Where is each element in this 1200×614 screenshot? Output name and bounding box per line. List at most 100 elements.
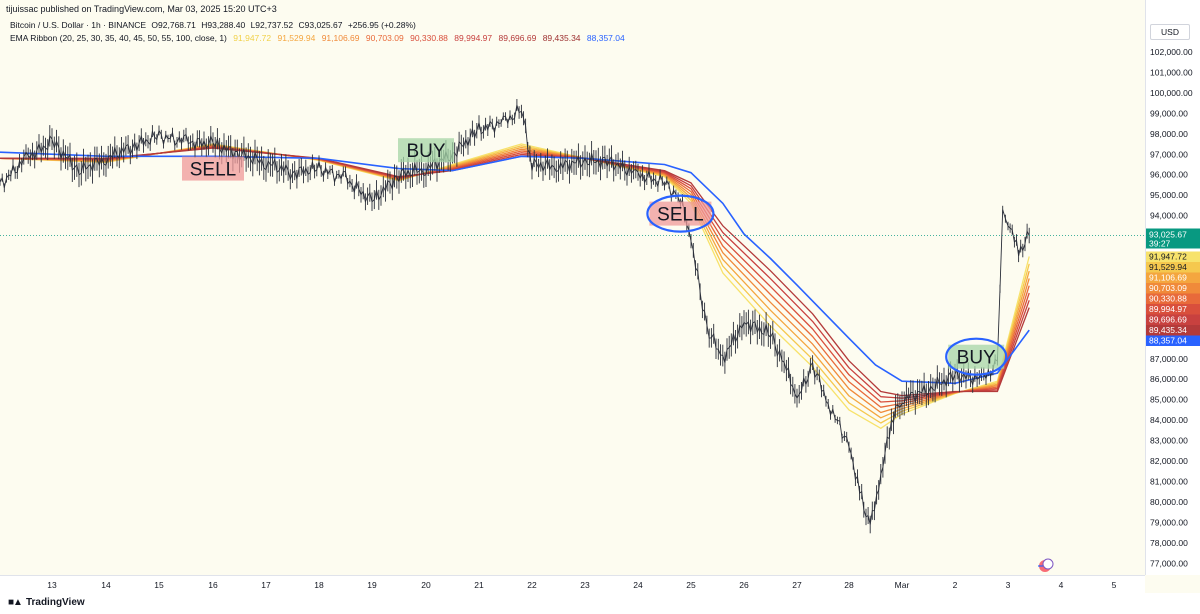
price-tick-label: 83,000.00 bbox=[1150, 436, 1188, 446]
time-tick-label: 28 bbox=[844, 580, 854, 590]
ema-badge-25 bbox=[1146, 262, 1200, 273]
footer: ■▲ TradingView bbox=[0, 593, 1200, 614]
ribbon-value-1: 91,529.94 bbox=[277, 33, 316, 43]
close-value: C93,025.67 bbox=[298, 20, 343, 30]
price-tick-label: 86,000.00 bbox=[1150, 374, 1188, 384]
ema-badge-40 bbox=[1146, 293, 1200, 304]
price-tick-label: 96,000.00 bbox=[1150, 170, 1188, 180]
time-tick-label: 17 bbox=[261, 580, 271, 590]
last-price-badge bbox=[1146, 228, 1200, 249]
ribbon-value-5: 89,994.97 bbox=[454, 33, 493, 43]
publisher-line: tijuissac published on TradingView.com, … bbox=[6, 4, 277, 14]
annotation-circle bbox=[646, 194, 715, 233]
ema-30-line bbox=[0, 144, 1030, 419]
price-tick-label: 80,000.00 bbox=[1150, 497, 1188, 507]
open-value: O92,768.71 bbox=[151, 20, 196, 30]
price-tick-label: 102,000.00 bbox=[1150, 47, 1193, 57]
ema-ribbon-legend: EMA Ribbon (20, 25, 30, 35, 40, 45, 50, … bbox=[10, 33, 629, 43]
annotation-sell-box bbox=[182, 156, 244, 181]
ema-badge-label-20: 91,947.72 bbox=[1149, 252, 1187, 262]
ema-badge-label-45: 89,994.97 bbox=[1149, 304, 1187, 314]
ema-badge-45 bbox=[1146, 304, 1200, 315]
price-chart[interactable]: SELL BUY SELL BUY bbox=[0, 0, 1145, 575]
brand-name: TradingView bbox=[25, 597, 85, 608]
ema-50-line bbox=[0, 146, 1030, 399]
price-tick-label: 95,000.00 bbox=[1150, 190, 1188, 200]
ema-40-line bbox=[0, 145, 1030, 408]
ribbon-value-3: 90,703.09 bbox=[365, 33, 404, 43]
ribbon-value-4: 90,330.88 bbox=[410, 33, 448, 43]
time-tick-label: 2 bbox=[953, 580, 958, 590]
ema-badge-20 bbox=[1146, 251, 1200, 262]
time-tick-label: 25 bbox=[686, 580, 696, 590]
low-value: L92,737.52 bbox=[250, 20, 294, 30]
alert-icon[interactable] bbox=[1038, 558, 1054, 572]
ribbon-value-0: 91,947.72 bbox=[233, 33, 272, 43]
price-series bbox=[0, 99, 1030, 534]
ema-badge-label-35: 90,703.09 bbox=[1149, 283, 1187, 293]
ema-badge-label-30: 91,106.69 bbox=[1149, 273, 1187, 283]
ema-badge-55 bbox=[1146, 325, 1200, 336]
tradingview-logo[interactable]: ■▲ TradingView bbox=[8, 597, 85, 608]
price-tick-label: 79,000.00 bbox=[1150, 517, 1188, 527]
annotation-buy-label: BUY bbox=[406, 141, 445, 162]
time-tick-label: 16 bbox=[208, 580, 218, 590]
time-tick-label: 26 bbox=[739, 580, 749, 590]
price-tick-label: 97,000.00 bbox=[1150, 149, 1188, 159]
time-tick-label: 15 bbox=[154, 580, 164, 590]
ribbon-label[interactable]: EMA Ribbon (20, 25, 30, 35, 40, 45, 50, … bbox=[10, 33, 227, 43]
time-tick-label: 21 bbox=[474, 580, 484, 590]
price-tick-label: 81,000.00 bbox=[1150, 476, 1188, 486]
ema-ribbon-lines bbox=[0, 143, 1030, 429]
price-tick-label: 94,000.00 bbox=[1150, 211, 1188, 221]
annotation-sell-label: SELL bbox=[657, 205, 703, 226]
change-value: +256.95 (+0.28%) bbox=[347, 20, 416, 30]
chart-area[interactable]: SELL BUY SELL BUY tijuissac published on Tr… bbox=[0, 0, 1145, 575]
ema-55-line bbox=[0, 147, 1030, 397]
annotation-buy-box bbox=[398, 138, 454, 163]
price-tick-label: 77,000.00 bbox=[1150, 558, 1188, 568]
ema-badge-50 bbox=[1146, 314, 1200, 325]
price-tick-label: 87,000.00 bbox=[1150, 354, 1188, 364]
tradingview-logo-icon: ■▲ bbox=[8, 597, 23, 608]
time-tick-label: Mar bbox=[895, 580, 910, 590]
ribbon-value-2: 91,106.69 bbox=[321, 33, 360, 43]
time-tick-label: 19 bbox=[367, 580, 377, 590]
time-axis[interactable]: 13 14 15 16 17 18 19 20 21 22 23 24 25 26 27 28 Mar 2 3 4 5 bbox=[0, 576, 1145, 594]
time-tick-label: 3 bbox=[1006, 580, 1011, 590]
annotation-buy-label: BUY bbox=[957, 348, 996, 369]
ema-badge-35 bbox=[1146, 283, 1200, 294]
currency-selector[interactable]: USD bbox=[1150, 24, 1190, 40]
annotation-buy-box bbox=[948, 344, 1005, 369]
ema-35-line bbox=[0, 145, 1030, 414]
time-tick-label: 24 bbox=[633, 580, 643, 590]
price-scale[interactable]: 77,000.00 78,000.00 79,000.00 80,000.00 81,0… bbox=[1145, 0, 1200, 575]
annotations: SELL BUY SELL BUY bbox=[182, 138, 1008, 376]
time-tick-label: 5 bbox=[1112, 580, 1117, 590]
price-tick-label: 99,000.00 bbox=[1150, 108, 1188, 118]
annotation-circle bbox=[945, 337, 1008, 376]
ribbon-value-8: 88,357.04 bbox=[586, 33, 625, 43]
time-tick-label: 23 bbox=[580, 580, 590, 590]
ribbon-value-7: 89,435.34 bbox=[542, 33, 581, 43]
symbol-label[interactable]: Bitcoin / U.S. Dollar · 1h · BINANCE bbox=[10, 20, 147, 30]
time-tick-label: 22 bbox=[527, 580, 537, 590]
ribbon-value-6: 89,696.69 bbox=[498, 33, 537, 43]
price-axis[interactable]: 77,000.00 78,000.00 79,000.00 80,000.00 81,0… bbox=[1146, 0, 1200, 575]
price-tick-label: 101,000.00 bbox=[1150, 68, 1193, 78]
time-tick-label: 13 bbox=[47, 580, 57, 590]
time-scale[interactable]: 13 14 15 16 17 18 19 20 21 22 23 24 25 26 27 28 Mar 2 3 4 5 bbox=[0, 575, 1145, 594]
high-value: H93,288.40 bbox=[201, 20, 246, 30]
ema-badge-label-25: 91,529.94 bbox=[1149, 262, 1187, 272]
ema-25-line bbox=[0, 143, 1030, 424]
ema-100-line bbox=[0, 151, 1030, 385]
time-tick-label: 4 bbox=[1059, 580, 1064, 590]
annotation-sell-label: SELL bbox=[190, 160, 236, 181]
price-tick-label: 78,000.00 bbox=[1150, 538, 1188, 548]
price-tick-label: 82,000.00 bbox=[1150, 456, 1188, 466]
ema-badge-label-50: 89,696.69 bbox=[1149, 315, 1187, 325]
countdown-label: 39:27 bbox=[1149, 239, 1171, 249]
price-tick-label: 85,000.00 bbox=[1150, 395, 1188, 405]
time-tick-label: 20 bbox=[421, 580, 431, 590]
ema-badge-label-100: 88,357.04 bbox=[1149, 336, 1187, 346]
